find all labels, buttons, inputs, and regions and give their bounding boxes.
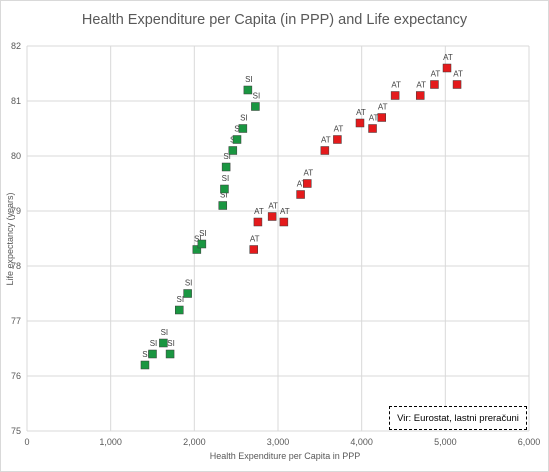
point-label-at: AT [303, 169, 313, 178]
data-point-at [320, 146, 330, 155]
data-point-at [267, 212, 277, 221]
data-point-si [228, 146, 238, 155]
point-label-at: AT [334, 125, 344, 134]
point-label-si: SI [185, 279, 193, 288]
x-tick-label: 6,000 [518, 437, 541, 447]
data-point-si [218, 201, 228, 210]
y-tick-label: 81 [11, 96, 21, 106]
data-point-si [148, 349, 157, 359]
x-tick-label: 3,000 [267, 437, 290, 447]
point-label-si: SI [167, 339, 175, 348]
data-point-si [159, 338, 168, 348]
data-points: SISISISISISISISISISISISISISISISIATATATAT… [140, 53, 463, 370]
point-label-at: AT [297, 180, 307, 189]
data-point-si [251, 102, 260, 111]
x-tick-label: 1,000 [99, 437, 122, 447]
point-label-at: AT [431, 70, 441, 79]
data-point-at [279, 217, 289, 227]
data-point-si [243, 85, 253, 95]
data-point-si [165, 349, 175, 359]
point-label-si: SI [234, 125, 242, 134]
y-tick-label: 79 [11, 206, 21, 216]
data-point-si [192, 245, 202, 254]
point-label-si: SI [199, 229, 207, 238]
data-point-si [221, 162, 231, 172]
data-point-at [249, 245, 258, 254]
point-label-at: AT [391, 81, 401, 90]
chart-title: Health Expenditure per Capita (in PPP) a… [82, 12, 468, 28]
x-tick-label: 2,000 [183, 437, 206, 447]
point-label-at: AT [254, 207, 264, 216]
data-point-si [183, 289, 192, 298]
y-tick-label: 80 [11, 151, 21, 161]
point-label-at: AT [378, 103, 388, 112]
data-point-si [238, 124, 248, 133]
tick-labels: 0 1,000 2,000 3,000 4,000 5,000 6,000 75 76 77 78 7… [11, 41, 540, 447]
point-label-at: AT [268, 202, 278, 211]
data-point-si [140, 360, 150, 370]
point-label-at: AT [416, 81, 426, 90]
data-point-at [415, 91, 425, 100]
data-point-at [377, 113, 386, 122]
point-label-at: AT [250, 235, 260, 244]
y-tick-label: 75 [11, 426, 21, 436]
gridlines [26, 45, 530, 432]
point-label-si: SI [176, 295, 184, 304]
data-point-at [452, 80, 462, 89]
y-tick-label: 78 [11, 261, 21, 271]
point-label-at: AT [321, 136, 331, 145]
x-tick-label: 5,000 [434, 437, 457, 447]
data-point-si [175, 305, 184, 315]
point-label-si: SI [161, 328, 169, 337]
y-tick-label: 82 [11, 41, 21, 51]
point-label-si: SI [150, 339, 158, 348]
x-axis-label: Health Expenditure per Capita in PPP [210, 451, 361, 461]
data-point-at [303, 179, 312, 188]
data-point-at [333, 135, 342, 144]
point-label-at: AT [280, 207, 290, 216]
point-label-at: AT [453, 70, 463, 79]
data-point-at [253, 217, 263, 227]
point-label-si: SI [240, 114, 248, 123]
x-tick-label: 0 [24, 437, 29, 447]
data-point-at [355, 118, 365, 128]
data-point-at [430, 80, 439, 89]
point-label-at: AT [369, 114, 379, 123]
point-label-si: SI [223, 152, 231, 161]
data-point-at [296, 190, 305, 199]
point-label-at: AT [356, 108, 366, 117]
source-annotation: Vir: Eurostat, lastni preračuni [389, 406, 527, 430]
x-tick-label: 4,000 [350, 437, 373, 447]
data-point-si [220, 184, 229, 194]
point-label-si: SI [253, 92, 261, 101]
data-point-si [197, 239, 207, 249]
data-point-si [232, 135, 242, 144]
point-label-si: SI [142, 350, 150, 359]
point-label-si: SI [222, 174, 230, 183]
data-point-at [390, 91, 400, 100]
point-label-si: SI [194, 235, 202, 244]
y-axis-label: Life expectancy (years) [5, 192, 15, 285]
y-tick-label: 77 [11, 316, 21, 326]
point-label-at: AT [443, 53, 453, 62]
data-point-at [442, 63, 452, 73]
y-tick-label: 76 [11, 371, 21, 381]
point-label-si: SI [245, 75, 253, 84]
data-point-at [368, 124, 377, 133]
point-label-si: SI [220, 191, 228, 200]
